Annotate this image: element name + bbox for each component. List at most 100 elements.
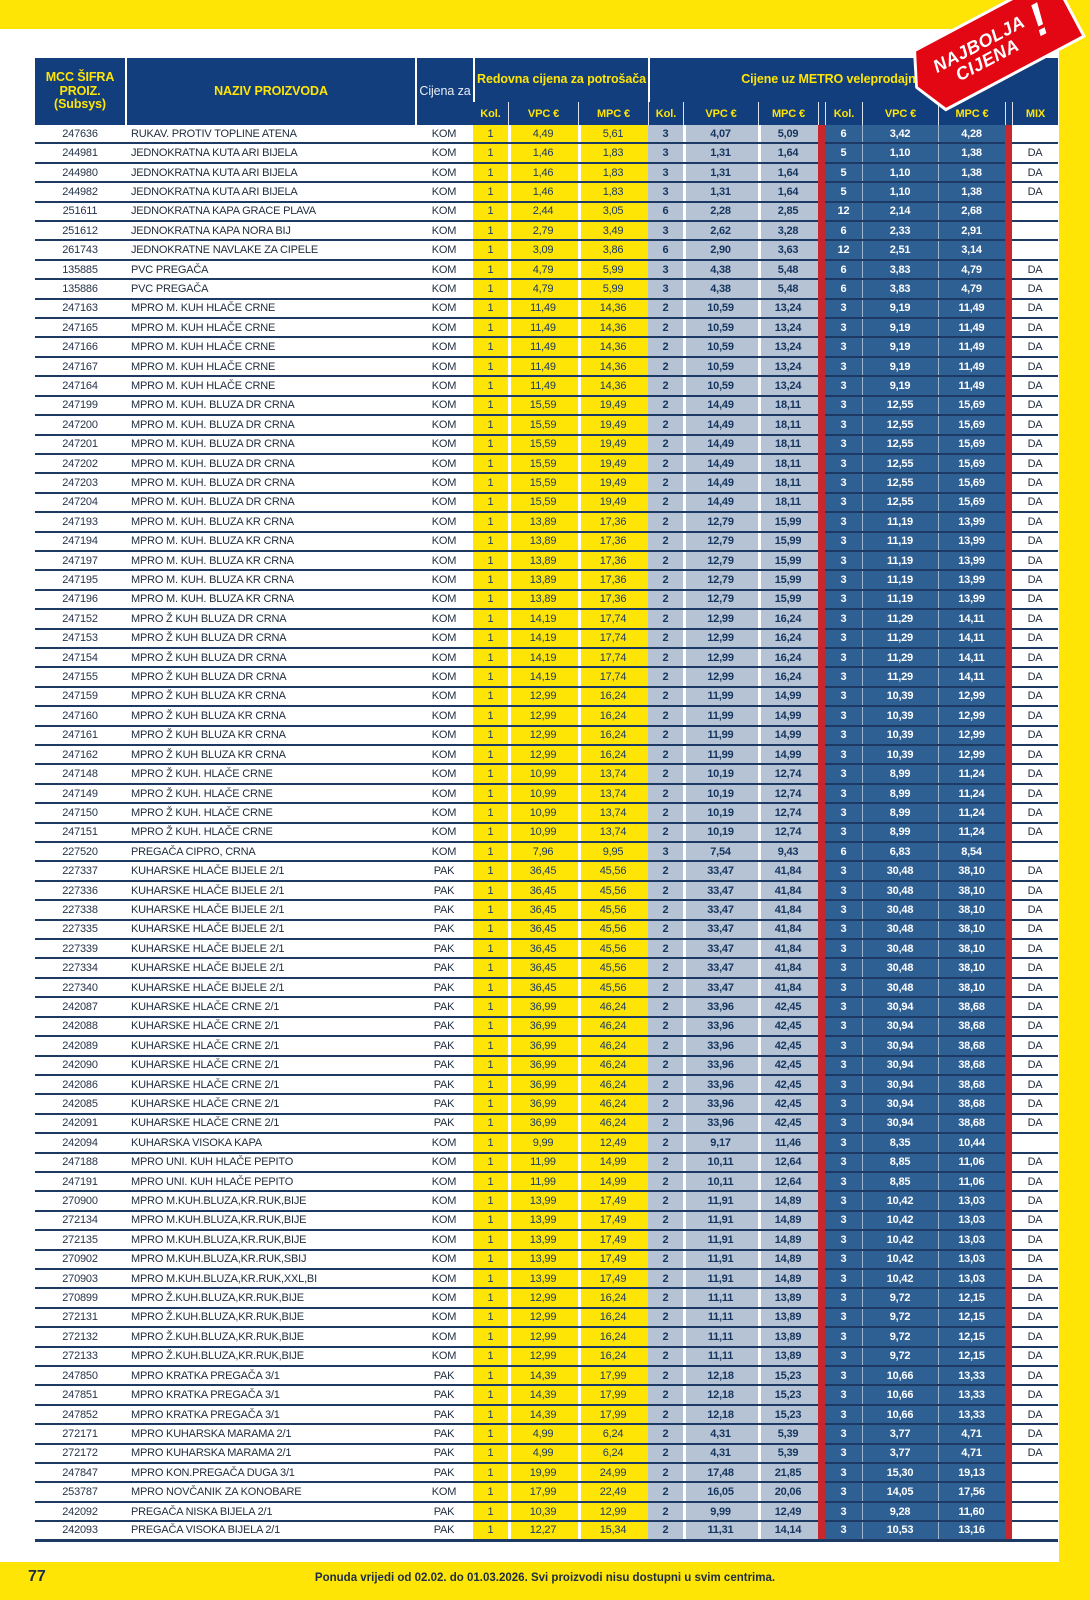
cell-v3: 12,55 [862,454,938,475]
cell-v1: 14,39 [508,1367,578,1387]
cell-red1 [818,144,825,164]
cell-k1: 1 [473,998,508,1018]
cell-m2: 14,14 [758,1522,818,1542]
cell-v3: 10,42 [862,1192,938,1212]
table-row: 272132 MPRO Ž.KUH.BLUZA,KR.RUK,BIJE KOM 1 12… [35,1328,1059,1348]
cell-name: KUHARSKE HLAČE CRNE 2/1 [125,1057,415,1076]
cell-mix: DA [1012,1425,1059,1445]
cell-k2: 2 [648,823,683,844]
cell-v2: 33,47 [683,978,758,999]
cell-m1: 17,74 [578,668,648,688]
cell-m3: 8,54 [938,843,1005,863]
table-row: 242092 PREGAČA NISKA BIJELA 2/1 PAK 1 10,39 1… [35,1502,1059,1523]
cell-k1: 1 [473,435,508,455]
cell-red2 [1005,1037,1012,1057]
cell-name: MPRO M. KUH. BLUZA DR CRNA [125,397,415,417]
cell-m1: 3,49 [578,222,648,242]
cell-m1: 16,24 [578,687,648,708]
cell-m3: 13,99 [938,551,1005,572]
cell-k2: 2 [648,1134,683,1154]
cell-mix [1012,843,1059,863]
cell-m2: 14,89 [758,1250,818,1270]
cell-k1: 1 [473,474,508,494]
cell-mix: DA [1012,998,1059,1018]
cell-v3: 9,28 [862,1502,938,1523]
cell-code: 244981 [35,144,125,164]
cell-m1: 46,24 [578,998,648,1018]
cell-m1: 17,36 [578,590,648,611]
cell-red2 [1005,571,1012,591]
cell-k3: 3 [825,435,862,455]
cell-m3: 1,38 [938,144,1005,164]
cell-m1: 17,36 [578,513,648,533]
cell-k1: 1 [473,241,508,261]
cell-m1: 3,86 [578,241,648,261]
cell-name: MPRO UNI. KUH HLAČE PEPITO [125,1173,415,1193]
cell-mix: DA [1012,688,1059,708]
cell-unit: PAK [415,1464,473,1484]
cell-m1: 22,49 [578,1483,648,1503]
cell-red2 [1005,1386,1012,1406]
cell-m1: 19,49 [578,454,648,475]
cell-v1: 15,59 [508,474,578,494]
cell-k3: 3 [825,1502,862,1523]
cell-m1: 13,74 [578,784,648,805]
cell-red2 [1005,1425,1012,1445]
cell-k3: 3 [825,901,862,921]
cell-m3: 11,49 [938,319,1005,339]
cell-k1: 1 [473,940,508,960]
cell-k3: 3 [825,920,862,941]
cell-mix: DA [1012,882,1059,902]
cell-k3: 3 [825,1289,862,1309]
table-row: 227336 KUHARSKE HLAČE BIJELE 2/1 PAK 1 36,45… [35,881,1059,902]
cell-mix: DA [1012,455,1059,475]
cell-red1 [818,280,825,300]
cell-name: RUKAV. PROTIV TOPLINE ATENA [125,125,415,145]
cell-name: MPRO M. KUH. BLUZA KR CRNA [125,533,415,552]
cell-v2: 9,17 [683,1134,758,1154]
cell-code: 270903 [35,1270,125,1290]
cell-k1: 1 [473,319,508,339]
cell-m1: 6,24 [578,1444,648,1465]
cell-k1: 1 [473,920,508,941]
cell-name: MPRO M. KUH HLAČE CRNE [125,300,415,320]
cell-k2: 2 [648,959,683,979]
cell-m3: 11,49 [938,299,1005,320]
cell-m2: 18,11 [758,435,818,455]
cell-k3: 3 [825,590,862,611]
cell-k3: 3 [825,1405,862,1426]
table-row: 272172 MPRO KUHARSKA MARAMA 2/1 PAK 1 4,99 6,… [35,1444,1059,1465]
cell-k2: 2 [648,629,683,649]
cell-unit: KOM [415,1231,473,1251]
cell-mix: DA [1012,1212,1059,1232]
cell-v3: 30,48 [862,959,938,979]
cell-v1: 10,99 [508,765,578,785]
cell-k2: 2 [648,1367,683,1387]
cell-v1: 10,99 [508,804,578,824]
cell-red2 [1005,163,1012,184]
cell-mix: DA [1012,804,1059,824]
cell-red1 [818,474,825,494]
table-row: 242087 KUHARSKE HLAČE CRNE 2/1 PAK 1 36,99 46… [35,998,1059,1018]
cell-code: 247150 [35,804,125,824]
cell-red2 [1005,804,1012,824]
cell-v3: 3,77 [862,1444,938,1465]
cell-red1 [818,629,825,649]
cell-unit: KOM [415,1270,473,1290]
cell-v2: 4,31 [683,1425,758,1445]
cell-m3: 11,24 [938,784,1005,805]
cell-mix: DA [1012,940,1059,960]
table-row: 247193 MPRO M. KUH. BLUZA KR CRNA KOM 1 13,8… [35,513,1059,533]
cell-m1: 45,56 [578,978,648,999]
cell-m1: 5,99 [578,280,648,300]
table-row: 251612 JEDNOKRATNA KAPA NORA BIJ KOM 1 2,79 3… [35,222,1059,242]
cell-mix [1012,203,1059,223]
cell-unit: KOM [415,804,473,824]
cell-v3: 30,94 [862,1075,938,1096]
cell-k2: 2 [648,707,683,727]
cell-m3: 38,10 [938,959,1005,979]
cell-m1: 17,74 [578,648,648,669]
cell-k1: 1 [473,687,508,708]
cell-k2: 2 [648,338,683,358]
cell-k3: 3 [825,513,862,533]
